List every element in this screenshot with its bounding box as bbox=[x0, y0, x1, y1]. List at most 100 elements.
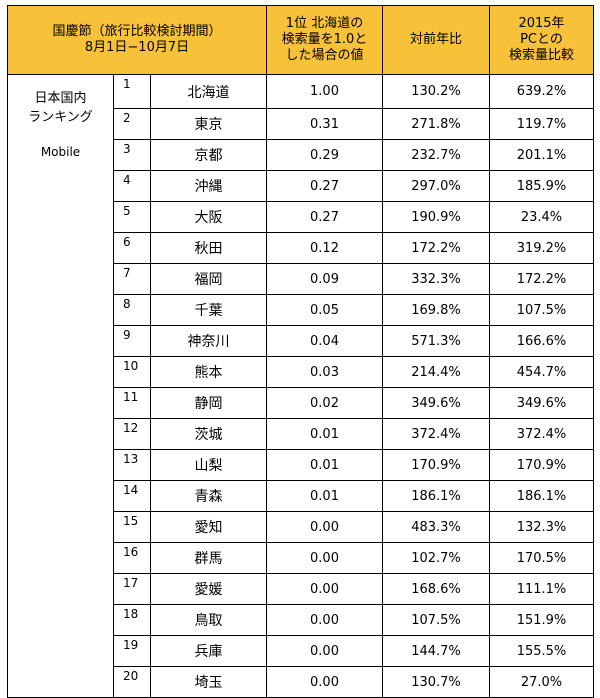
prefecture-cell: 東京 bbox=[150, 108, 267, 140]
yoy-cell: 297.0% bbox=[382, 170, 490, 202]
header-row: 国慶節（旅行比較検討期間） 8月1日−10月7日 1位 北海道の 検索量を1.0… bbox=[7, 5, 594, 75]
header-relative-value: 1位 北海道の 検索量を1.0と した場合の値 bbox=[266, 5, 383, 75]
pc-compare-cell: 119.7% bbox=[489, 108, 594, 140]
table-row: 3 京都 0.29 232.7% 201.1% bbox=[8, 139, 594, 171]
rank-cell: 13 bbox=[113, 449, 151, 481]
table-row: 18 鳥取 0.00 107.5% 151.9% bbox=[8, 604, 594, 636]
sidebar-title-line2: ランキング bbox=[28, 110, 93, 125]
rank-cell: 20 bbox=[113, 666, 151, 698]
header-pc-line2: PCとの bbox=[520, 32, 563, 47]
table-body: 日本国内 ランキング Mobile 1 北海道 1.00 130.2% 639.2% 2 東京 0.… bbox=[7, 74, 594, 698]
rank-cell: 16 bbox=[113, 542, 151, 574]
prefecture-cell: 京都 bbox=[150, 139, 267, 171]
pc-compare-cell: 372.4% bbox=[489, 418, 594, 450]
header-relative-line3: した場合の値 bbox=[285, 48, 364, 63]
pc-compare-cell: 201.1% bbox=[489, 139, 594, 171]
prefecture-cell: 鳥取 bbox=[150, 604, 267, 636]
yoy-cell: 190.9% bbox=[382, 201, 490, 233]
relative-value-cell: 0.27 bbox=[266, 170, 383, 202]
yoy-cell: 483.3% bbox=[382, 511, 490, 543]
header-relative-line2: 検索量を1.0と bbox=[281, 32, 368, 47]
device-label: Mobile bbox=[40, 145, 81, 159]
table-row: 9 神奈川 0.04 571.3% 166.6% bbox=[8, 325, 594, 357]
relative-value-cell: 0.05 bbox=[266, 294, 383, 326]
pc-compare-cell: 111.1% bbox=[489, 573, 594, 605]
rank-cell: 3 bbox=[113, 139, 151, 171]
rank-cell: 7 bbox=[113, 263, 151, 295]
header-pc-line3: 検索量比較 bbox=[508, 48, 574, 63]
rank-cell: 19 bbox=[113, 635, 151, 667]
relative-value-cell: 0.00 bbox=[266, 604, 383, 636]
pc-compare-cell: 155.5% bbox=[489, 635, 594, 667]
table-row: 7 福岡 0.09 332.3% 172.2% bbox=[8, 263, 594, 295]
header-pc-compare: 2015年 PCとの 検索量比較 bbox=[489, 5, 594, 75]
prefecture-cell: 熊本 bbox=[150, 356, 267, 388]
yoy-cell: 107.5% bbox=[382, 604, 490, 636]
relative-value-cell: 0.01 bbox=[266, 480, 383, 512]
yoy-cell: 186.1% bbox=[382, 480, 490, 512]
table-row: 4 沖縄 0.27 297.0% 185.9% bbox=[8, 170, 594, 202]
pc-compare-cell: 107.5% bbox=[489, 294, 594, 326]
relative-value-cell: 1.00 bbox=[266, 74, 383, 109]
prefecture-cell: 秋田 bbox=[150, 232, 267, 264]
yoy-cell: 349.6% bbox=[382, 387, 490, 419]
rank-cell: 6 bbox=[113, 232, 151, 264]
prefecture-cell: 愛知 bbox=[150, 511, 267, 543]
prefecture-cell: 埼玉 bbox=[150, 666, 267, 698]
rank-cell: 4 bbox=[113, 170, 151, 202]
ranking-sidebar: 日本国内ランキング Mobile bbox=[7, 74, 114, 698]
pc-compare-cell: 186.1% bbox=[489, 480, 594, 512]
pc-compare-cell: 23.4% bbox=[489, 201, 594, 233]
relative-value-cell: 0.29 bbox=[266, 139, 383, 171]
relative-value-cell: 0.00 bbox=[266, 666, 383, 698]
yoy-cell: 102.7% bbox=[382, 542, 490, 574]
pc-compare-cell: 151.9% bbox=[489, 604, 594, 636]
rank-cell: 5 bbox=[113, 201, 151, 233]
header-period-line1: 国慶節（旅行比較検討期間） bbox=[52, 24, 222, 39]
table-row: 19 兵庫 0.00 144.7% 155.5% bbox=[8, 635, 594, 667]
pc-compare-cell: 349.6% bbox=[489, 387, 594, 419]
relative-value-cell: 0.04 bbox=[266, 325, 383, 357]
relative-value-cell: 0.00 bbox=[266, 635, 383, 667]
table-row: 13 山梨 0.01 170.9% 170.9% bbox=[8, 449, 594, 481]
pc-compare-cell: 639.2% bbox=[489, 74, 594, 109]
ranking-table-container: 国慶節（旅行比較検討期間） 8月1日−10月7日 1位 北海道の 検索量を1.0… bbox=[7, 5, 594, 698]
table-row: 11 静岡 0.02 349.6% 349.6% bbox=[8, 387, 594, 419]
pc-compare-cell: 132.3% bbox=[489, 511, 594, 543]
prefecture-cell: 静岡 bbox=[150, 387, 267, 419]
rank-cell: 12 bbox=[113, 418, 151, 450]
rank-cell: 2 bbox=[113, 108, 151, 140]
ranking-table: 国慶節（旅行比較検討期間） 8月1日−10月7日 1位 北海道の 検索量を1.0… bbox=[7, 5, 594, 698]
relative-value-cell: 0.03 bbox=[266, 356, 383, 388]
table-row: 6 秋田 0.12 172.2% 319.2% bbox=[8, 232, 594, 264]
table-row: 15 愛知 0.00 483.3% 132.3% bbox=[8, 511, 594, 543]
rank-cell: 10 bbox=[113, 356, 151, 388]
rank-cell: 11 bbox=[113, 387, 151, 419]
rank-cell: 14 bbox=[113, 480, 151, 512]
rank-cell: 17 bbox=[113, 573, 151, 605]
header-pc-line1: 2015年 bbox=[518, 16, 565, 31]
header-period: 国慶節（旅行比較検討期間） 8月1日−10月7日 bbox=[7, 5, 267, 75]
pc-compare-cell: 319.2% bbox=[489, 232, 594, 264]
header-relative-line1: 1位 北海道の bbox=[285, 16, 364, 31]
prefecture-cell: 千葉 bbox=[150, 294, 267, 326]
yoy-cell: 168.6% bbox=[382, 573, 490, 605]
pc-compare-cell: 454.7% bbox=[489, 356, 594, 388]
table-row: 5 大阪 0.27 190.9% 23.4% bbox=[8, 201, 594, 233]
prefecture-cell: 青森 bbox=[150, 480, 267, 512]
pc-compare-cell: 170.9% bbox=[489, 449, 594, 481]
sidebar-title-line1: 日本国内 bbox=[34, 91, 87, 106]
yoy-cell: 271.8% bbox=[382, 108, 490, 140]
pc-compare-cell: 166.6% bbox=[489, 325, 594, 357]
prefecture-cell: 群馬 bbox=[150, 542, 267, 574]
relative-value-cell: 0.31 bbox=[266, 108, 383, 140]
relative-value-cell: 0.01 bbox=[266, 418, 383, 450]
pc-compare-cell: 185.9% bbox=[489, 170, 594, 202]
prefecture-cell: 愛媛 bbox=[150, 573, 267, 605]
yoy-cell: 214.4% bbox=[382, 356, 490, 388]
yoy-cell: 232.7% bbox=[382, 139, 490, 171]
relative-value-cell: 0.00 bbox=[266, 511, 383, 543]
prefecture-cell: 北海道 bbox=[150, 74, 267, 109]
rank-cell: 8 bbox=[113, 294, 151, 326]
header-yoy: 対前年比 bbox=[382, 5, 490, 75]
